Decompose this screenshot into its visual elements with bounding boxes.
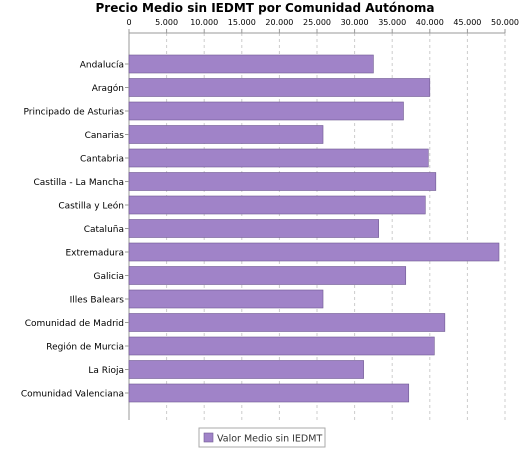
- bar[interactable]: [128, 336, 435, 356]
- bar[interactable]: [128, 360, 364, 379]
- category-label: Cantabria: [80, 155, 124, 165]
- category-label: Extremadura: [66, 249, 125, 259]
- category-label: Aragón: [92, 83, 124, 94]
- bar[interactable]: [128, 289, 324, 309]
- bar[interactable]: [128, 195, 426, 215]
- x-tick-label: 40.000: [416, 18, 444, 27]
- category-label: Andalucía: [80, 61, 124, 71]
- x-tick-label: 50.000: [491, 18, 519, 27]
- bar[interactable]: [128, 148, 429, 168]
- x-tick-label: 15.000: [228, 18, 256, 27]
- legend-swatch: [203, 432, 214, 443]
- category-labels: Andalucía Aragón Principado de Asturias Can…: [21, 61, 129, 400]
- category-label: Comunidad de Madrid: [25, 319, 124, 329]
- category-label: Cataluña: [84, 225, 124, 235]
- category-label: La Rioja: [88, 366, 124, 376]
- bar[interactable]: [128, 78, 431, 97]
- bar[interactable]: [128, 125, 324, 144]
- bar[interactable]: [128, 266, 407, 285]
- x-tick-label: 30.000: [341, 18, 369, 27]
- bar[interactable]: [128, 313, 446, 332]
- bar[interactable]: [128, 54, 374, 74]
- x-tick-label: 0: [126, 18, 131, 27]
- category-label: Canarias: [85, 131, 125, 141]
- legend-label: Valor Medio sin IEDMT: [217, 434, 322, 445]
- bar[interactable]: [128, 219, 379, 238]
- x-tick-label: 25.000: [303, 18, 331, 27]
- category-label: Illes Balears: [70, 296, 125, 306]
- x-tick-label: 45.000: [453, 18, 481, 27]
- bars: [128, 54, 500, 403]
- category-label: Principado de Asturias: [23, 108, 124, 118]
- bar[interactable]: [128, 172, 437, 191]
- x-axis-ticks: 0 5.000 10.000 15.000 20.000 25.000 30.000 35.0…: [126, 18, 519, 33]
- legend[interactable]: Valor Medio sin IEDMT: [198, 427, 326, 448]
- bar[interactable]: [128, 101, 404, 121]
- category-label: Galicia: [94, 272, 124, 282]
- chart-title: Precio Medio sin IEDMT por Comunidad Aut…: [96, 1, 435, 15]
- x-tick-label: 20.000: [265, 18, 293, 27]
- legend-box: [198, 427, 326, 448]
- x-tick-label: 35.000: [378, 18, 406, 27]
- x-tick-label: 5.000: [155, 18, 178, 27]
- bar[interactable]: [128, 242, 500, 262]
- category-label: Castilla - La Mancha: [33, 178, 124, 188]
- bar[interactable]: [128, 383, 410, 403]
- category-label: Castilla y León: [58, 201, 124, 212]
- category-label: Comunidad Valenciana: [21, 390, 124, 400]
- category-label: Región de Murcia: [46, 342, 124, 353]
- x-tick-label: 10.000: [190, 18, 218, 27]
